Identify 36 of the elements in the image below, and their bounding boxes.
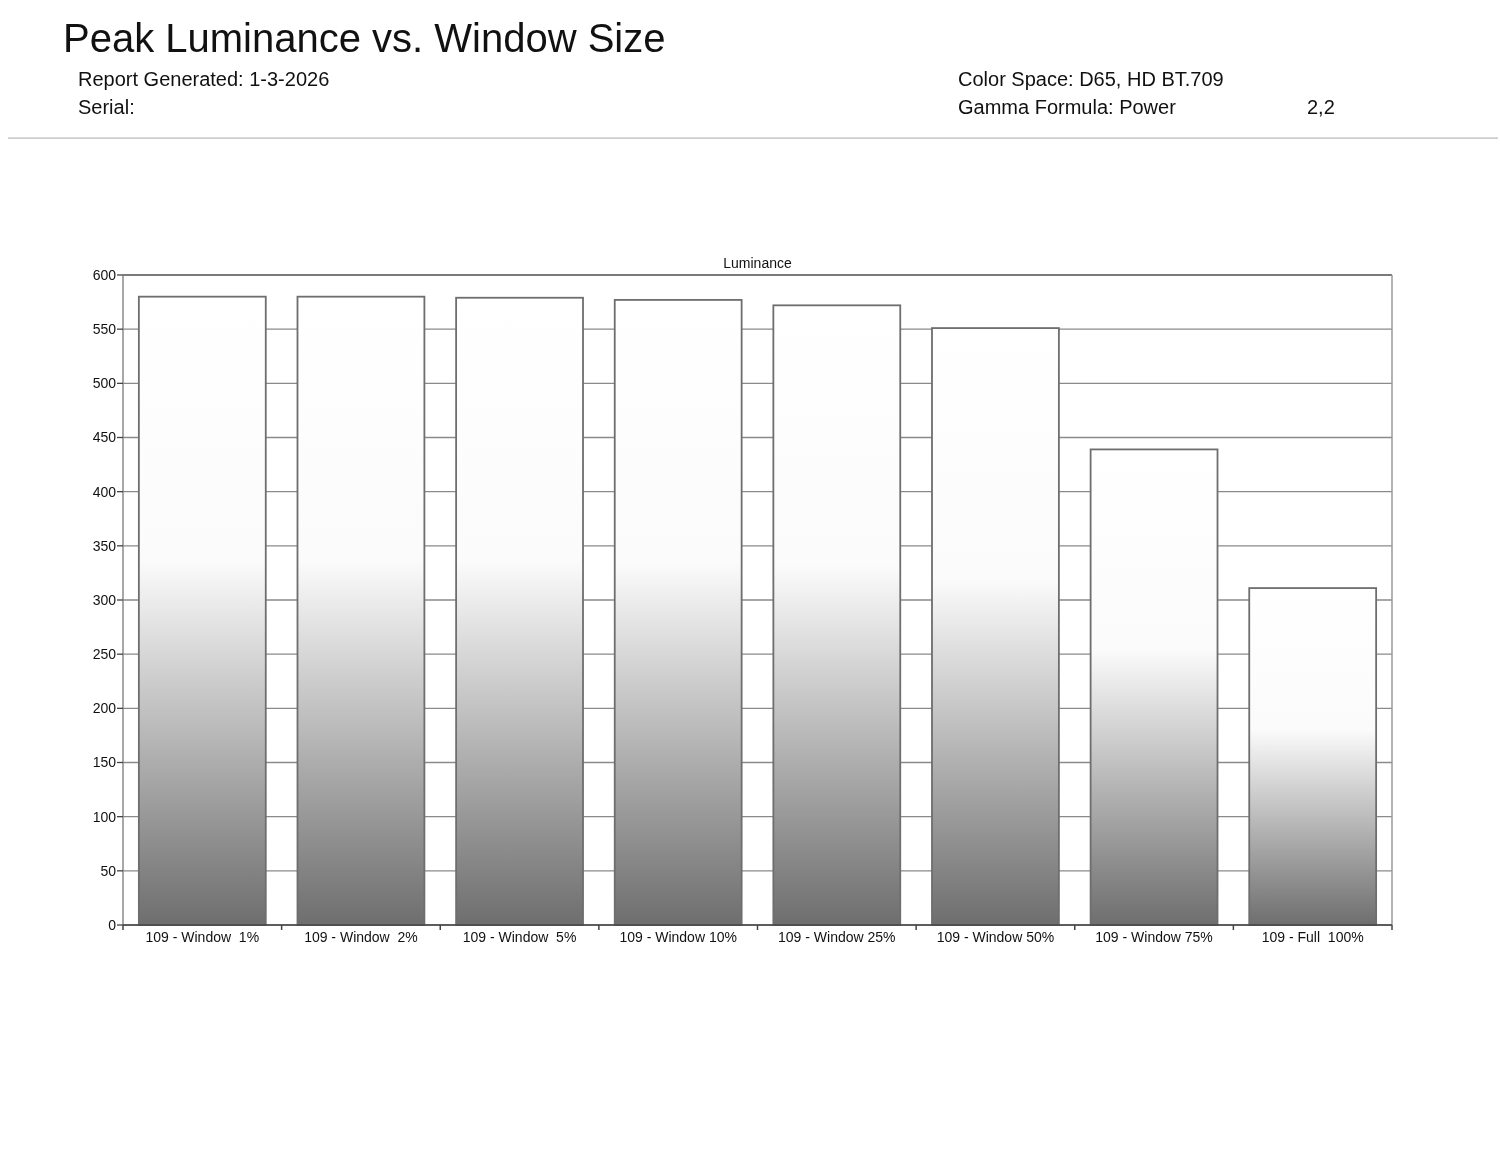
bar (296, 295, 426, 926)
x-tick-label: 109 - Window 50% (936, 929, 1055, 945)
x-tick-label: 109 - Window 2% (304, 929, 418, 945)
y-tick-label: 0 (108, 916, 117, 933)
text: Gamma Formula: Power (958, 96, 1177, 118)
x-tick-label: 109 - Window 1% (145, 929, 260, 945)
text: Color Space: D65, HD BT.709 (958, 68, 1224, 90)
y-tick-label: 600 (92, 266, 117, 283)
text: Report Generated: 1-3-2026 (78, 68, 330, 90)
y-tick-label: 100 (92, 808, 117, 825)
y-tick-label: 300 (92, 591, 117, 608)
y-tick-label: 200 (92, 700, 117, 717)
bar (137, 295, 267, 926)
y-tick-label: 50 (100, 862, 117, 879)
x-tick-label: 109 - Window 75% (1095, 929, 1213, 945)
bar (455, 296, 584, 926)
bar (1248, 587, 1378, 926)
text: Serial: (78, 96, 135, 118)
y-tick-label: 500 (92, 375, 117, 392)
y-tick-label: 150 (92, 754, 117, 771)
chart-title: Peak Luminance vs. Window Size (63, 16, 666, 60)
bar (1089, 448, 1219, 926)
y-tick-label: 400 (92, 483, 117, 500)
y-tick-label: 250 (92, 646, 117, 663)
x-tick-label: 109 - Full 100% (1261, 929, 1364, 945)
y-tick-label: 450 (92, 429, 117, 446)
y-tick-label: 350 (92, 537, 117, 554)
bar (931, 327, 1060, 926)
y-tick-label: 550 (92, 321, 117, 338)
bar (613, 299, 743, 926)
x-tick-label: 109 - Window 5% (462, 929, 577, 945)
x-tick-label: 109 - Window 10% (619, 929, 737, 945)
text: 2,2 (1307, 96, 1335, 118)
bar (772, 304, 902, 926)
chart-subtitle: Luminance (723, 255, 792, 271)
x-tick-label: 109 - Window 25% (778, 929, 896, 945)
